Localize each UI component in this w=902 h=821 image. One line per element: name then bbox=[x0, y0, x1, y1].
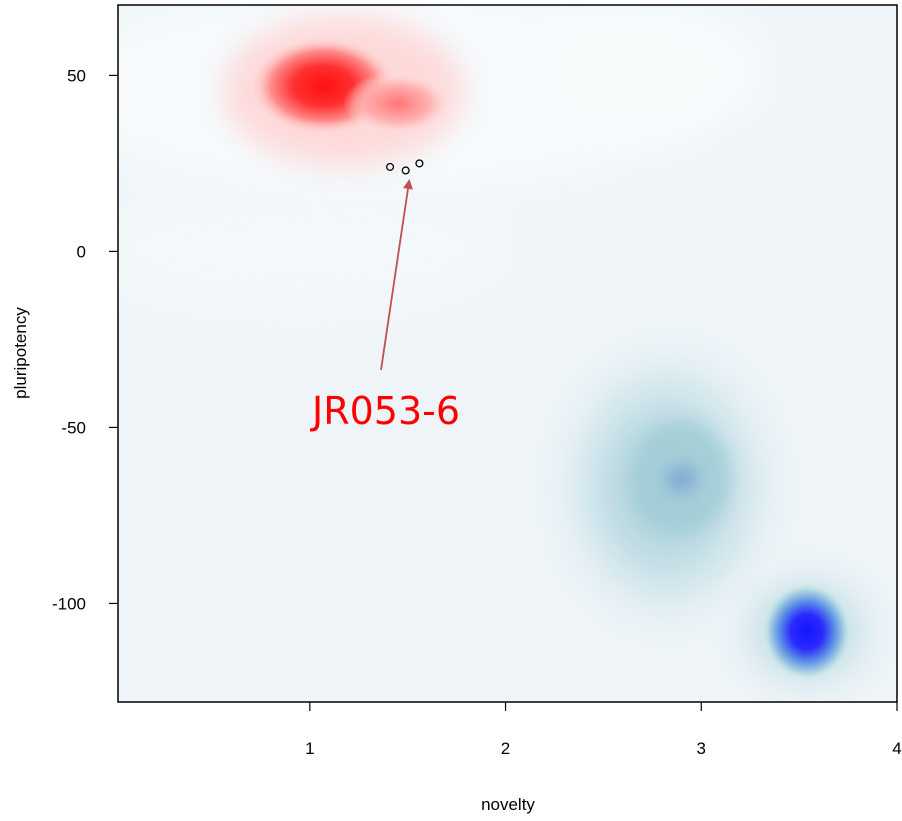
y-axis: 50 0 -50 -100 bbox=[52, 66, 118, 613]
x-axis: 1 2 3 4 bbox=[305, 702, 902, 758]
x-tick-label: 4 bbox=[892, 739, 901, 758]
density-peak-teal bbox=[667, 466, 696, 491]
density-surface bbox=[118, 5, 897, 702]
y-tick-label: 0 bbox=[77, 242, 86, 261]
y-tick-label: -50 bbox=[61, 418, 86, 437]
plot-frame bbox=[117, 4, 898, 703]
annotation: JR053-6 bbox=[310, 179, 460, 433]
x-tick-label: 3 bbox=[697, 739, 706, 758]
y-tick-label: -100 bbox=[52, 594, 86, 613]
data-point bbox=[401, 166, 410, 175]
data-point bbox=[386, 162, 395, 171]
y-tick-label: 50 bbox=[67, 66, 86, 85]
y-axis-title: pluripotency bbox=[11, 307, 30, 399]
annotation-arrow bbox=[380, 179, 413, 371]
density-cluster-red-secondary bbox=[342, 71, 453, 136]
x-tick-label: 2 bbox=[501, 739, 510, 758]
density-cluster-blue bbox=[760, 581, 853, 682]
data-point bbox=[415, 159, 424, 168]
data-points bbox=[386, 159, 424, 175]
x-tick-label: 1 bbox=[305, 739, 314, 758]
x-axis-title: novelty bbox=[481, 795, 535, 814]
annotation-label: JR053-6 bbox=[310, 389, 460, 433]
